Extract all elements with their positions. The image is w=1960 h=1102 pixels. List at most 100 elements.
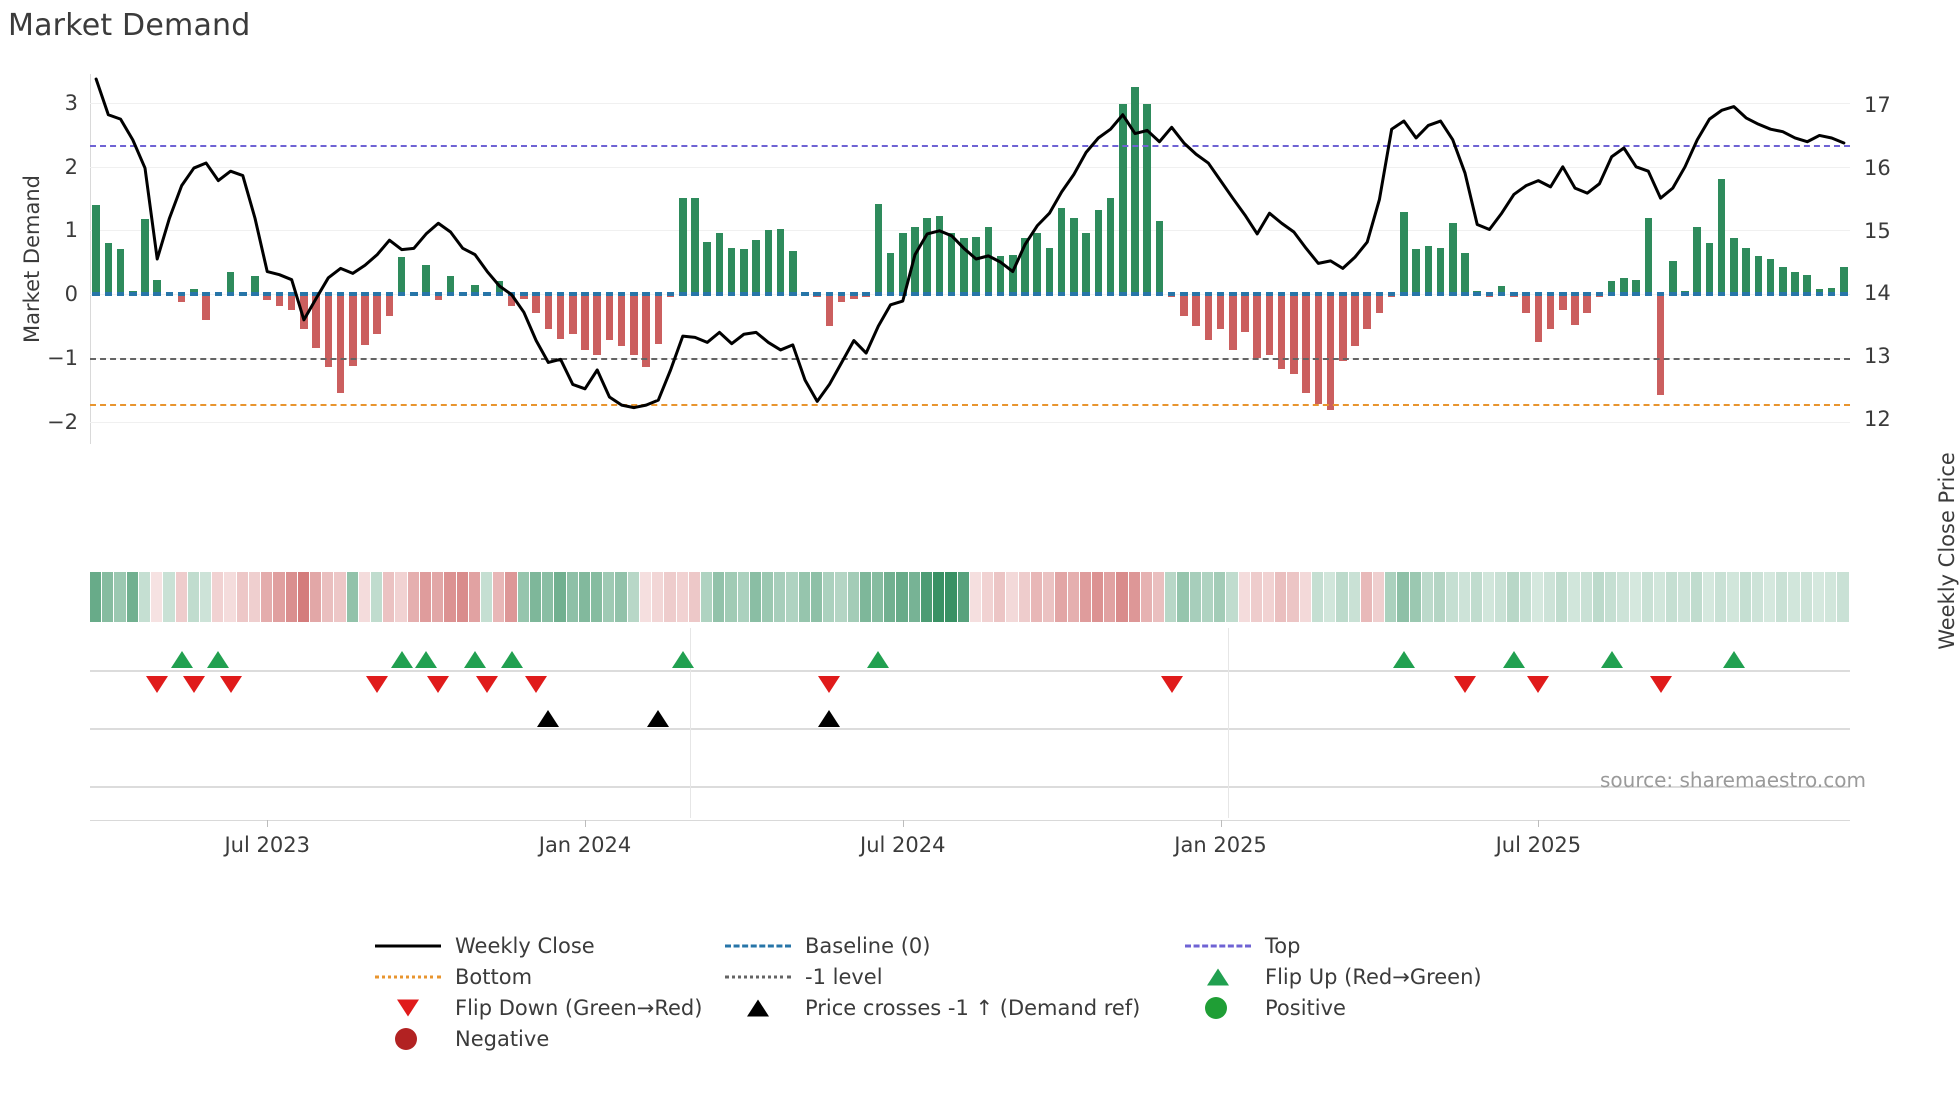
baseline-segment	[1070, 292, 1078, 297]
chart-legend: Weekly Close Baseline (0) Top Bottom -1 leve…	[375, 930, 1625, 1054]
x-tick-label: Jul 2024	[860, 833, 946, 857]
demand-bar	[593, 294, 601, 355]
demand-heat-strip	[90, 572, 1850, 622]
gridline	[90, 294, 1850, 296]
legend-item[interactable]: Price crosses -1 ↑ (Demand ref)	[725, 996, 1175, 1020]
demand-bar	[1534, 294, 1543, 342]
heat-cell	[590, 572, 604, 622]
gridline	[90, 421, 1850, 423]
legend-label: Weekly Close	[455, 933, 595, 958]
heat-cell	[920, 572, 934, 622]
demand-bar	[1668, 260, 1677, 295]
demand-bar	[1827, 287, 1836, 295]
demand-bar	[1558, 294, 1567, 311]
demand-bar	[1791, 271, 1799, 295]
heat-cell	[1385, 572, 1398, 622]
demand-bar	[1045, 248, 1054, 295]
demand-bar	[1363, 294, 1371, 330]
baseline-segment	[190, 292, 198, 297]
x-axis: Jul 2023 Jan 2024 Jul 2024 Jan 2025 Jul 2025	[90, 820, 1850, 880]
weekly-close-polyline	[94, 77, 1846, 410]
legend-item[interactable]: Flip Down (Green→Red)	[375, 996, 715, 1020]
baseline-segment	[1754, 292, 1763, 297]
heat-cell	[273, 572, 286, 622]
baseline-segment	[715, 292, 724, 297]
legend-item[interactable]: Negative	[375, 1027, 715, 1051]
heat-cell	[615, 572, 628, 622]
heat-cell	[981, 572, 995, 622]
heat-cell	[1690, 572, 1703, 622]
demand-bar	[1143, 103, 1151, 295]
heat-cell	[749, 572, 763, 622]
flip-down-marker	[427, 676, 450, 693]
heat-cell	[1458, 572, 1471, 622]
legend-item[interactable]: Positive	[1185, 996, 1545, 1020]
demand-bar	[1840, 267, 1848, 295]
legend-label: Bottom	[455, 964, 533, 989]
neg1-reference-line	[90, 357, 1850, 360]
heat-cell	[1287, 572, 1300, 622]
baseline-segment	[238, 292, 247, 297]
heat-cell	[566, 572, 579, 622]
demand-bar	[446, 276, 455, 295]
demand-bar	[764, 230, 773, 295]
baseline-segment	[275, 292, 284, 297]
baseline-segment	[1228, 292, 1237, 297]
heat-cell	[1678, 572, 1691, 622]
legend-label: Negative	[455, 1026, 550, 1051]
legend-item[interactable]: Bottom	[375, 965, 715, 989]
neg1-line-swatch	[725, 975, 791, 978]
heat-cell	[151, 572, 164, 622]
baseline-segment	[837, 292, 846, 297]
demand-bar	[568, 294, 577, 334]
legend-item[interactable]: Flip Up (Red→Green)	[1185, 965, 1545, 989]
baseline-segment	[1827, 292, 1836, 297]
y-tick-label-right: 12	[1864, 406, 1891, 431]
heat-cell	[1153, 572, 1166, 622]
demand-bar	[1766, 259, 1775, 295]
heat-cell	[407, 572, 420, 622]
demand-bar	[740, 249, 748, 295]
demand-bar	[532, 294, 540, 314]
baseline-segment	[458, 292, 467, 297]
demand-bar	[1436, 248, 1445, 295]
baseline-segment	[1840, 292, 1848, 297]
bottom-line-swatch	[375, 975, 441, 978]
demand-bar	[1192, 294, 1200, 326]
demand-bar	[825, 294, 834, 326]
legend-item[interactable]: Top	[1185, 934, 1545, 958]
flip-down-icon	[397, 999, 419, 1016]
demand-bar	[898, 233, 907, 295]
heat-cell	[603, 572, 616, 622]
demand-bar	[984, 227, 993, 295]
demand-bar	[116, 249, 125, 295]
demand-bar	[1070, 217, 1078, 295]
heat-cell	[371, 572, 384, 622]
demand-bar	[1412, 249, 1420, 295]
baseline-segment	[1436, 292, 1445, 297]
heat-cell	[688, 572, 701, 622]
heat-cell	[652, 572, 665, 622]
heat-cell	[468, 572, 481, 622]
baseline-segment	[397, 292, 406, 297]
heat-cell	[102, 572, 115, 622]
legend-label: Baseline (0)	[805, 933, 931, 958]
legend-item[interactable]: Baseline (0)	[725, 934, 1175, 958]
demand-bar	[471, 284, 479, 295]
flip-up-icon	[1207, 968, 1229, 985]
heat-cell	[236, 572, 249, 622]
legend-label: Top	[1265, 933, 1301, 958]
heat-cell	[957, 572, 970, 622]
demand-bar	[1155, 220, 1164, 295]
flip-down-marker	[1649, 676, 1672, 693]
legend-item[interactable]: Weekly Close	[375, 934, 715, 958]
heat-cell	[859, 572, 872, 622]
x-tick-mark	[267, 820, 269, 827]
top-reference-line	[90, 145, 1850, 148]
baseline-segment	[410, 292, 418, 297]
heat-cell	[334, 572, 347, 622]
heat-cell	[700, 572, 714, 622]
baseline-segment	[1008, 292, 1017, 297]
demand-plot: 3 2 1 0 −1 −2 17 16 15 14 13 12 Market Demand	[20, 74, 1891, 444]
legend-item[interactable]: -1 level	[725, 965, 1175, 989]
